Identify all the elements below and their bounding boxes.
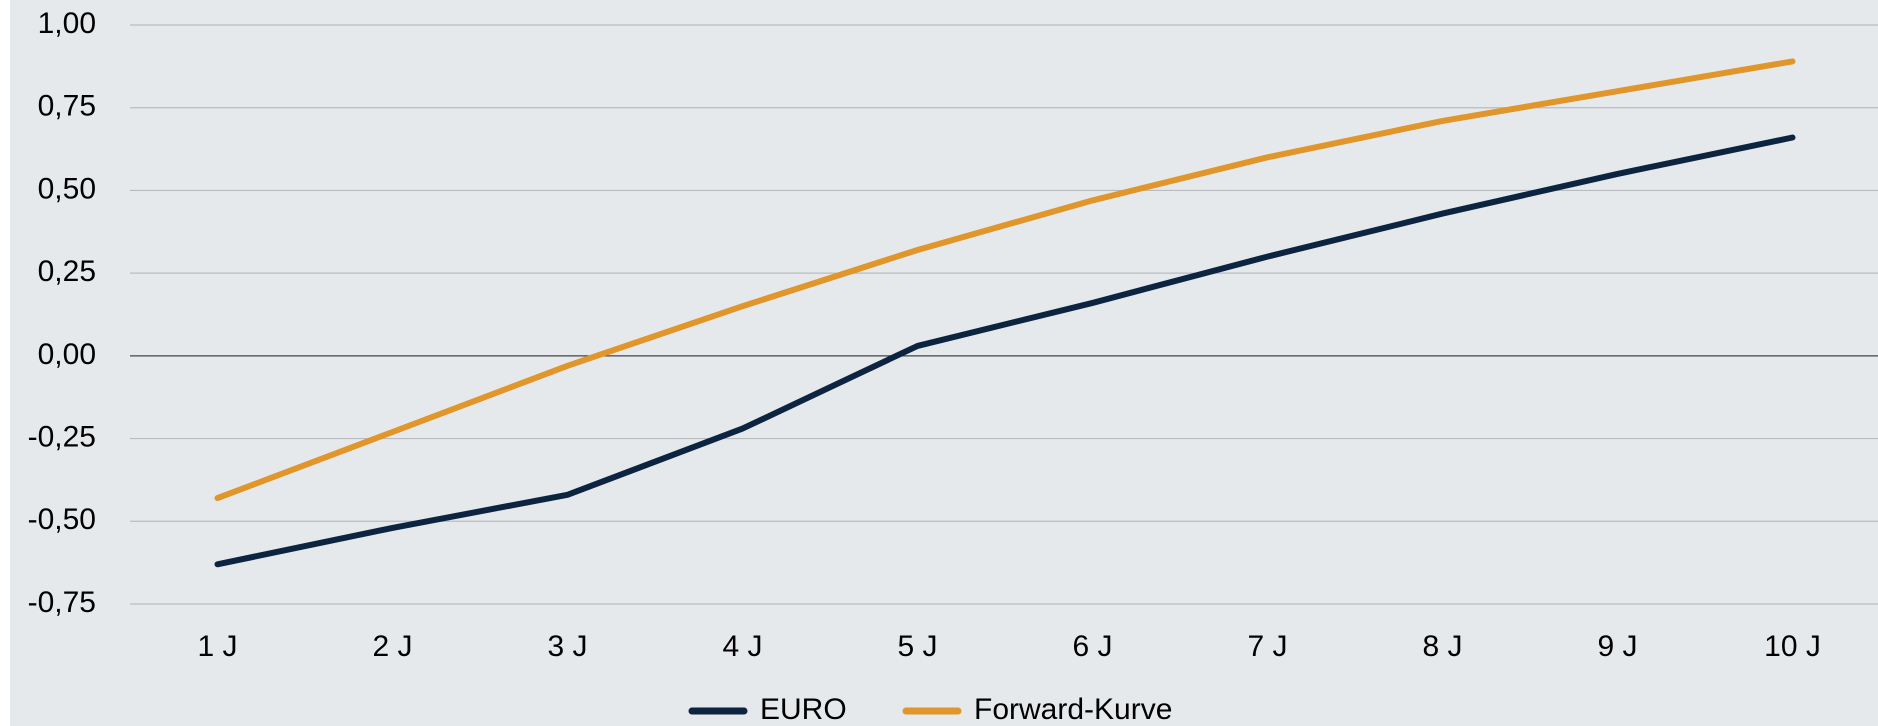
y-tick-label: 0,25 — [38, 255, 96, 288]
x-tick-label: 7 J — [1247, 630, 1287, 663]
series-line — [214, 58, 1796, 502]
y-tick-label: 0,50 — [38, 172, 96, 205]
x-tick-label: 2 J — [372, 630, 412, 663]
x-tick-label: 1 J — [197, 630, 237, 663]
legend-label: Forward-Kurve — [974, 693, 1172, 726]
y-tick-label: -0,25 — [28, 420, 96, 453]
y-tick-label: -0,50 — [28, 503, 96, 536]
series-line — [214, 134, 1796, 568]
x-tick-label: 10 J — [1764, 630, 1821, 663]
y-tick-label: 0,00 — [38, 338, 96, 371]
chart-background — [10, 0, 1878, 726]
x-tick-label: 6 J — [1072, 630, 1112, 663]
x-tick-label: 8 J — [1422, 630, 1462, 663]
x-tick-label: 3 J — [547, 630, 587, 663]
y-tick-label: 1,00 — [38, 7, 96, 40]
x-tick-label: 4 J — [722, 630, 762, 663]
x-tick-label: 5 J — [897, 630, 937, 663]
x-tick-label: 9 J — [1597, 630, 1637, 663]
y-tick-label: 0,75 — [38, 90, 96, 123]
legend-label: EURO — [760, 693, 847, 726]
y-tick-label: -0,75 — [28, 586, 96, 619]
